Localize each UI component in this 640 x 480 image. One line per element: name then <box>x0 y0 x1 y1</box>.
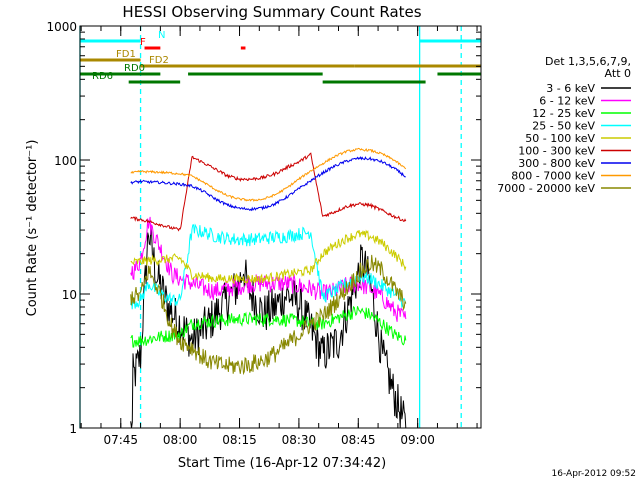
legend-label-5: 50 - 100 keV <box>525 132 595 145</box>
flag-label-f: F <box>140 37 146 48</box>
y-tick-label-1: 1 <box>69 422 77 436</box>
flag-label-rd0: RD0 <box>124 63 145 74</box>
axes: 1 10 100 1000 07:45 08:00 08:15 08:30 08:45 09:00 <box>46 20 482 447</box>
flag-bars: N F FD1 FD2 RD0 RD6 <box>80 30 481 84</box>
vertical-markers <box>79 26 462 428</box>
x-tick-label-0900: 09:00 <box>400 433 435 447</box>
legend-label-7: 300 - 800 keV <box>518 157 595 170</box>
legend-label-8: 800 - 7000 keV <box>511 170 595 183</box>
flag-label-n: N <box>158 30 165 41</box>
legend-label-3: 12 - 25 keV <box>532 107 595 120</box>
x-tick-label-0830: 08:30 <box>282 433 317 447</box>
legend-header-line-1: Det 1,3,5,6,7,9, <box>545 55 631 68</box>
flag-label-rd6: RD6 <box>92 71 113 82</box>
legend-label-6: 100 - 300 keV <box>518 145 595 158</box>
series-line-4 <box>130 223 407 310</box>
series-line-2 <box>130 216 407 322</box>
series-line-5 <box>130 229 407 285</box>
y-axis-label: Count Rate (s⁻¹ detector⁻¹) <box>25 140 40 317</box>
series-line-7 <box>130 156 406 212</box>
legend-label-2: 6 - 12 keV <box>539 95 595 108</box>
x-axis-label: Start Time (16-Apr-12 07:34:42) <box>178 456 386 471</box>
y-tick-label-1000: 1000 <box>46 20 77 34</box>
footer-timestamp: 16-Apr-2012 09:52 <box>552 469 636 479</box>
series-line-8 <box>130 147 407 202</box>
x-tick-label-0745: 07:45 <box>103 433 138 447</box>
legend-label-9: 7000 - 20000 keV <box>497 182 595 195</box>
plot-frame <box>79 25 482 429</box>
flag-label-fd1: FD1 <box>116 49 136 60</box>
y-tick-label-100: 100 <box>54 154 77 168</box>
legend-label-1: 3 - 6 keV <box>546 82 595 95</box>
x-tick-label-0815: 08:15 <box>222 433 257 447</box>
x-tick-label-0800: 08:00 <box>163 433 198 447</box>
series-line-6 <box>130 152 407 232</box>
flag-label-fd2: FD2 <box>149 55 169 66</box>
series-line-9 <box>130 254 407 376</box>
chart-title: HESSI Observing Summary Count Rates <box>122 3 421 21</box>
legend-header-line-2: Att 0 <box>605 67 631 80</box>
x-tick-label-0845: 08:45 <box>341 433 376 447</box>
legend-label-4: 25 - 50 keV <box>532 120 595 133</box>
series-layer <box>130 147 407 429</box>
y-tick-label-10: 10 <box>62 288 77 302</box>
